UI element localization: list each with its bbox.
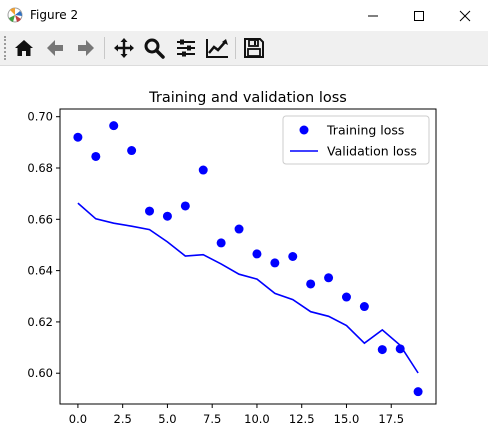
navigation-toolbar bbox=[0, 31, 488, 66]
back-button[interactable] bbox=[43, 36, 67, 60]
training-loss-point bbox=[234, 224, 244, 234]
legend-box bbox=[282, 115, 430, 165]
back-arrow-icon bbox=[47, 40, 63, 56]
subplots-icon bbox=[177, 39, 195, 57]
training-loss-point bbox=[377, 345, 387, 355]
maximize-button[interactable] bbox=[396, 0, 442, 31]
matplotlib-app-icon bbox=[7, 7, 23, 23]
x-tick-label: 0.0 bbox=[69, 412, 87, 426]
save-button[interactable] bbox=[242, 36, 266, 60]
legend-point-marker bbox=[299, 125, 309, 135]
minimize-button[interactable] bbox=[350, 0, 396, 31]
training-loss-point bbox=[109, 121, 119, 131]
close-button[interactable] bbox=[442, 0, 488, 31]
subplots-button[interactable] bbox=[174, 36, 198, 60]
maximize-icon bbox=[414, 10, 424, 21]
training-loss-point bbox=[324, 273, 334, 283]
toolbar-separator bbox=[104, 37, 105, 59]
home-icon bbox=[15, 40, 33, 56]
x-tick-label: 17.5 bbox=[378, 412, 404, 426]
y-tick-label: 0.60 bbox=[27, 366, 53, 380]
save-icon bbox=[244, 38, 264, 58]
training-loss-point bbox=[73, 132, 83, 142]
legend-label: Validation loss bbox=[327, 144, 417, 159]
title-bar: Figure 2 bbox=[0, 0, 488, 31]
zoom-icon bbox=[144, 38, 165, 59]
y-tick-label: 0.66 bbox=[27, 212, 53, 226]
validation-loss-line bbox=[77, 202, 419, 374]
x-tick-label: 5.0 bbox=[158, 412, 176, 426]
training-loss-point bbox=[198, 165, 208, 175]
x-tick-label: 10.0 bbox=[244, 412, 270, 426]
minimize-icon bbox=[368, 15, 378, 16]
toolbar-separator bbox=[235, 37, 236, 59]
forward-arrow-icon bbox=[78, 40, 94, 56]
legend-label: Training loss bbox=[326, 123, 404, 138]
home-button[interactable] bbox=[12, 36, 36, 60]
training-loss-point bbox=[145, 206, 155, 216]
x-tick-label: 2.5 bbox=[114, 412, 132, 426]
training-loss-point bbox=[288, 252, 298, 261]
toolbar-grip[interactable] bbox=[4, 36, 8, 60]
zoom-button[interactable] bbox=[142, 36, 166, 60]
plot-canvas[interactable]: Training and validation loss 0.0 2.5 5.0 7.5… bbox=[0, 66, 488, 446]
edit-axes-button[interactable] bbox=[205, 36, 229, 60]
training-loss-point bbox=[270, 258, 280, 268]
training-loss-point bbox=[395, 344, 405, 354]
training-loss-point bbox=[162, 211, 172, 221]
y-tick-label: 0.62 bbox=[27, 315, 53, 329]
x-tick-label: 7.5 bbox=[203, 412, 221, 426]
x-tick-label: 15.0 bbox=[334, 412, 360, 426]
figure-canvas[interactable]: Training and validation loss 0.0 2.5 5.0 7.5… bbox=[0, 66, 488, 446]
pan-button[interactable] bbox=[112, 36, 136, 60]
training-loss-point bbox=[91, 151, 101, 161]
close-icon bbox=[459, 10, 471, 21]
training-loss-point bbox=[127, 146, 137, 156]
training-loss-point bbox=[180, 201, 190, 211]
training-loss-point bbox=[252, 249, 262, 259]
x-tick-label: 12.5 bbox=[289, 412, 315, 426]
pan-icon bbox=[114, 38, 134, 58]
training-loss-point bbox=[359, 302, 369, 312]
window-title: Figure 2 bbox=[30, 8, 79, 22]
training-loss-point bbox=[306, 279, 316, 289]
training-loss-point bbox=[413, 387, 423, 397]
training-loss-point bbox=[216, 238, 226, 248]
chart-title: Training and validation loss bbox=[148, 90, 347, 106]
y-tick-label: 0.68 bbox=[27, 161, 53, 175]
y-tick-label: 0.70 bbox=[27, 110, 53, 124]
edit-axes-icon bbox=[206, 39, 228, 58]
y-tick-label: 0.64 bbox=[27, 264, 53, 278]
forward-button[interactable] bbox=[74, 36, 98, 60]
training-loss-point bbox=[341, 292, 351, 302]
